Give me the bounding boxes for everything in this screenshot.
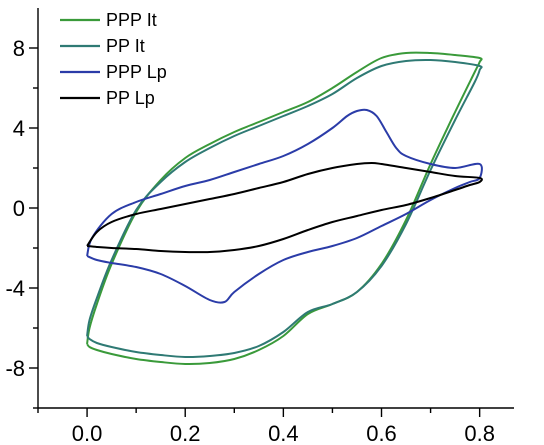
axes-layer: 0.0 0.2 0.4 0.6 0.8 -8 -4 0 4 8 [5, 8, 514, 445]
y-tick-label: -4 [5, 276, 25, 301]
x-tick-label: 0.4 [268, 421, 299, 445]
y-tick-label: 4 [13, 116, 25, 141]
legend-label-ppp-it: PPP It [106, 10, 157, 30]
x-tick-label: 0.2 [170, 421, 201, 445]
x-tick-label: 0.8 [464, 421, 495, 445]
series-line-pp-it [86, 58, 483, 359]
legend: PPP It PP It PPP Lp PP Lp [60, 10, 167, 108]
series-line-pp-lp [86, 162, 483, 254]
legend-label-pp-lp: PP Lp [106, 88, 155, 108]
series-line-ppp-lp [86, 108, 483, 304]
legend-label-pp-it: PP It [106, 36, 145, 56]
series-line-ppp-it [86, 51, 483, 366]
legend-label-ppp-lp: PPP Lp [106, 62, 167, 82]
y-tick-label: -8 [5, 356, 25, 381]
y-tick-label: 8 [13, 36, 25, 61]
x-tick-label: 0.0 [72, 421, 103, 445]
x-tick-label: 0.6 [366, 421, 397, 445]
series-layer [86, 51, 483, 366]
y-tick-label: 0 [13, 196, 25, 221]
